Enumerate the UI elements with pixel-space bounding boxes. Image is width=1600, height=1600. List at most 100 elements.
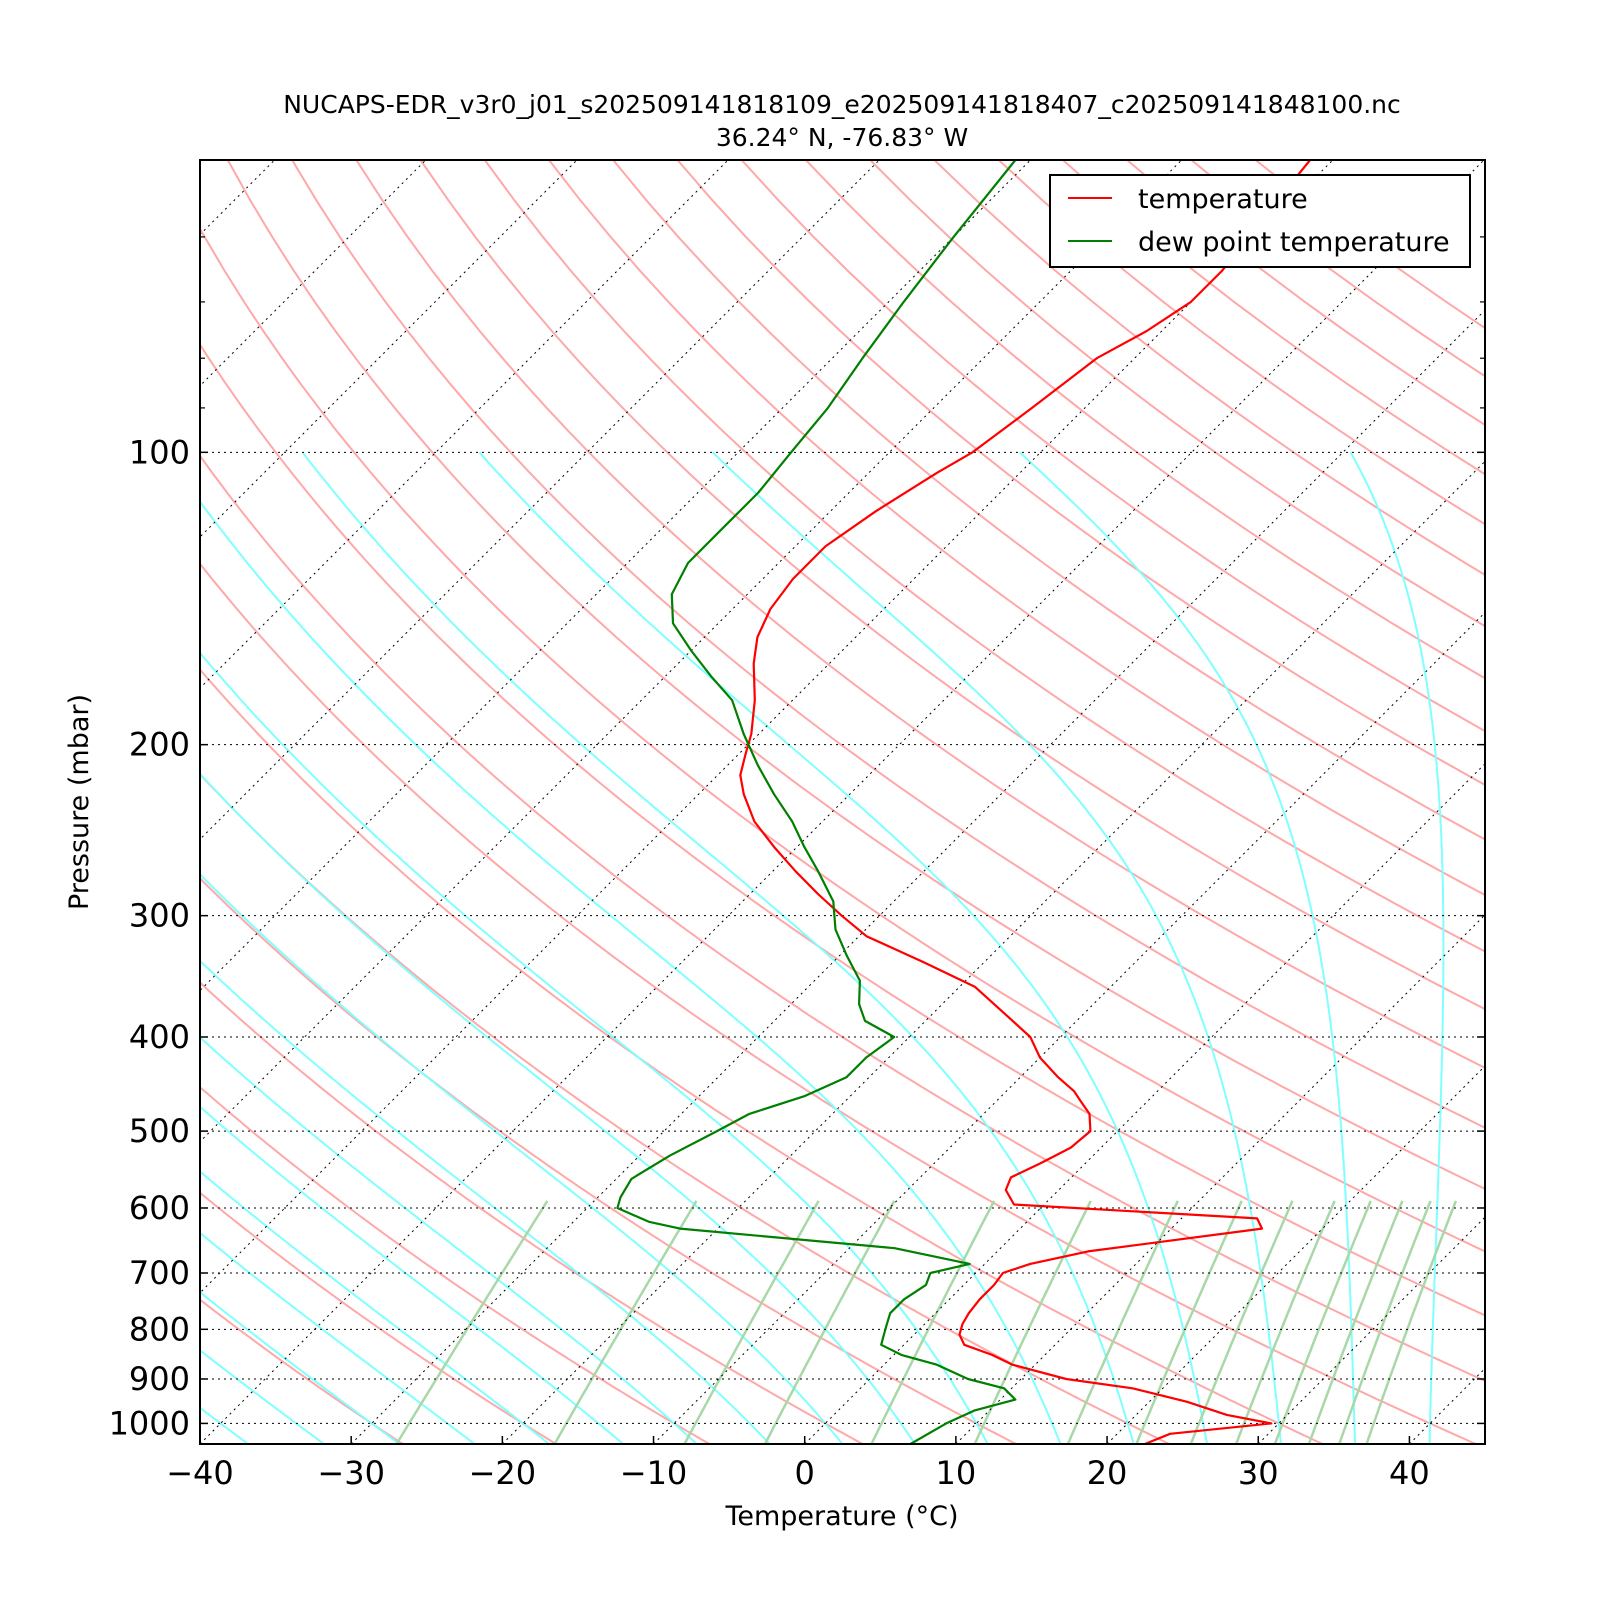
isotherm-gridline — [501, 460, 1485, 1444]
moist-adiabat — [200, 872, 844, 1444]
isotherm-gridline — [200, 160, 1485, 1444]
dry-adiabat — [612, 160, 1485, 841]
moist-adiabat — [301, 451, 1135, 1444]
y-tick-label: 600 — [129, 1189, 190, 1227]
dry-adiabat — [419, 160, 1485, 1011]
dry-adiabat — [200, 668, 1324, 1444]
y-tick-label: 300 — [129, 897, 190, 935]
mixing-ratio-line — [1273, 1200, 1372, 1444]
x-tick-label: 30 — [1238, 1454, 1279, 1492]
x-axis-label: Temperature (°C) — [724, 1501, 958, 1532]
moist-adiabat — [200, 1349, 325, 1444]
dry-adiabat — [200, 342, 1485, 1317]
legend-temperature-label: temperature — [1138, 184, 1308, 215]
dry-adiabat — [805, 160, 1485, 680]
y-tick-label: 500 — [129, 1112, 190, 1150]
mixing-ratio-line — [763, 1200, 896, 1444]
chart-subtitle: 36.24° N, -76.83° W — [716, 123, 968, 152]
isotherm-gridline — [200, 160, 880, 841]
moist-adiabat — [200, 1291, 401, 1444]
mixing-ratio-line — [870, 1200, 996, 1444]
legend: temperature dew point temperature — [1049, 174, 1471, 268]
dry-adiabat — [200, 226, 1485, 1253]
mixing-ratio-line — [1365, 1200, 1458, 1444]
dry-adiabat — [869, 160, 1485, 628]
mixing-ratio-line — [1234, 1200, 1336, 1444]
dry-adiabat — [548, 160, 1485, 897]
dry-adiabat — [200, 981, 864, 1444]
moist-adiabat — [200, 500, 1062, 1444]
isotherm-gridline — [955, 914, 1485, 1444]
y-tick-label: 900 — [129, 1360, 190, 1398]
dry-adiabat — [226, 160, 1485, 1191]
dewpoint-line — [616, 160, 1017, 1444]
y-tick-label: 700 — [129, 1254, 190, 1292]
dry-adiabat — [1126, 160, 1485, 427]
isotherm-gridline — [200, 160, 1183, 1143]
x-tick-label: 20 — [1087, 1454, 1128, 1492]
moist-adiabat — [1019, 451, 1357, 1444]
y-axis-label: Pressure (mbar) — [64, 694, 95, 910]
moist-adiabat — [1349, 451, 1445, 1444]
x-tick-label: −20 — [469, 1454, 537, 1492]
axis-ticks — [199, 159, 1485, 1444]
gridlines — [0, 160, 1600, 1444]
chart-title: NUCAPS-EDR_v3r0_j01_s202509141818109_e20… — [283, 90, 1401, 119]
x-tick-label: 10 — [936, 1454, 977, 1492]
legend-dewpoint-label: dew point temperature — [1138, 227, 1450, 258]
mixing-ratio-line — [1307, 1200, 1404, 1444]
dry-adiabat — [200, 1298, 404, 1444]
tick-labels: −40 −30 −20 −10 0 10 20 30 40 100 200 300 400 500 600 7… — [109, 433, 1430, 1492]
isotherm-gridline — [200, 160, 1031, 992]
isotherm-gridline — [1561, 160, 1600, 1444]
moist-adiabat — [711, 451, 1282, 1444]
isotherm-gridline — [0, 160, 123, 1444]
dry-adiabat — [200, 454, 1485, 1382]
dry-adiabat — [483, 160, 1485, 953]
isotherm-gridline — [350, 309, 1485, 1444]
x-tick-label: 40 — [1389, 1454, 1430, 1492]
mixing-ratio-line — [683, 1200, 820, 1444]
dry-adiabat — [355, 160, 1485, 1069]
x-tick-label: −30 — [317, 1454, 385, 1492]
y-tick-label: 400 — [129, 1018, 190, 1056]
x-tick-label: 0 — [795, 1454, 815, 1492]
moist-adiabat — [478, 451, 1209, 1444]
dry-adiabat — [933, 160, 1485, 577]
isotherm-gridline — [1106, 1065, 1485, 1444]
dry-adiabat — [1062, 160, 1485, 476]
mixing-ratio-line — [973, 1200, 1092, 1444]
isotherm-gridline — [653, 611, 1485, 1444]
data-series — [616, 160, 1311, 1444]
dry-adiabat — [200, 877, 1017, 1444]
y-tick-label: 800 — [129, 1310, 190, 1348]
isotherm-gridline — [200, 160, 1334, 1294]
x-tick-label: −40 — [166, 1454, 234, 1492]
moist-adiabat — [200, 1036, 698, 1444]
plot-frame — [199, 159, 1486, 1445]
dry-adiabat — [676, 160, 1485, 787]
mixing-ratio-line — [1135, 1200, 1243, 1444]
dry-adiabat — [291, 160, 1485, 1129]
isotherm-gridline — [200, 160, 729, 689]
mixing-ratio-line — [1066, 1200, 1179, 1444]
dry-adiabat — [200, 1085, 710, 1444]
y-tick-label: 1000 — [109, 1404, 190, 1442]
mixing-ratio-line — [553, 1200, 698, 1444]
y-tick-label: 100 — [129, 433, 190, 471]
moist-adiabat — [200, 1105, 624, 1444]
isotherm-gridline — [200, 160, 427, 387]
legend-box — [1049, 174, 1471, 268]
moist-adiabat — [200, 959, 771, 1444]
mixing-ratio-line — [395, 1200, 549, 1444]
moist-adiabat — [200, 1170, 550, 1444]
moist-adiabat — [200, 651, 989, 1444]
isotherm-gridline — [1409, 1367, 1485, 1444]
dry-adiabat — [200, 772, 1170, 1444]
moist-adiabat — [200, 1406, 249, 1444]
mixing-ratio-line — [1338, 1200, 1432, 1444]
dry-adiabat — [1254, 160, 1485, 330]
moist-adiabat — [200, 1231, 476, 1444]
isotherm-gridline — [200, 160, 578, 538]
